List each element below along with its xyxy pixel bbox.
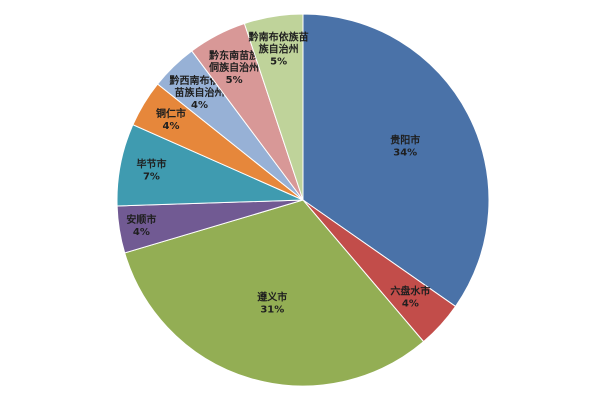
pie-slice-4-label: 毕节市 [136, 157, 166, 170]
pie-slice-2-label: 遵义市 [257, 290, 287, 303]
pie-slice-0-percent: 34% [393, 148, 417, 159]
pie-slice-6-percent: 4% [191, 100, 208, 111]
pie-slice-3-percent: 4% [133, 227, 150, 238]
pie-slice-5-label: 铜仁市 [156, 107, 186, 120]
pie-slice-0-label: 贵阳市 [390, 134, 420, 147]
pie-slice-7-label: 侗族自治州 [208, 61, 259, 74]
pie-slice-8-label: 黔南布依族苗 [249, 30, 309, 43]
pie-slice-0 [302, 13, 490, 308]
pie-slice-8-percent: 5% [270, 56, 287, 67]
pie-slice-7-percent: 5% [226, 75, 243, 86]
pie-slice-7-label: 黔东南苗族 [209, 49, 260, 62]
pie-slice-8-label: 族自治州 [259, 42, 299, 55]
pie-slice-2 [124, 199, 425, 387]
pie-slice-6-label: 苗族自治州 [174, 86, 224, 99]
pie-slice-1-label: 六盘水市 [390, 285, 430, 298]
pie-slice-3-label: 安顺市 [126, 213, 156, 226]
pie-slice-2-percent: 31% [260, 304, 284, 315]
pie-slice-8 [243, 13, 304, 201]
pie-slice-1-percent: 4% [402, 299, 419, 310]
pie-slice-5-percent: 4% [162, 121, 179, 132]
pie-slice-4-percent: 7% [143, 171, 160, 182]
